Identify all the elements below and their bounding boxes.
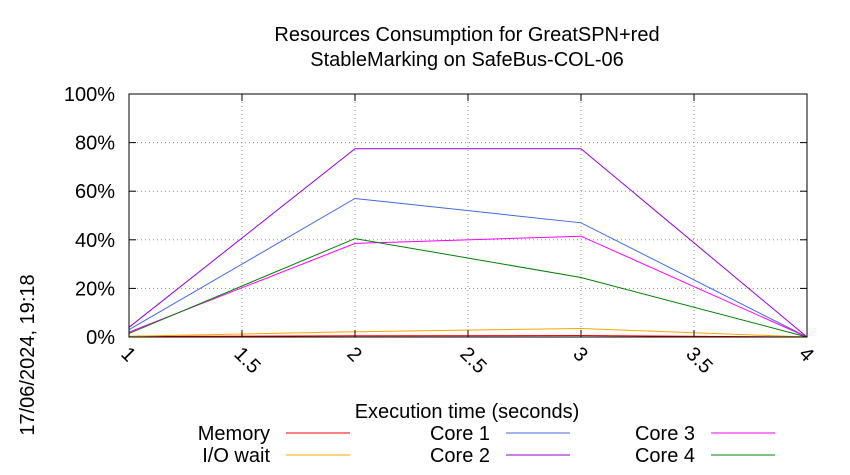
chart-title-line-2: StableMarking on SafeBus-COL-06	[310, 49, 624, 71]
legend-label-core-3: Core 3	[635, 423, 695, 445]
chart-title: Resources Consumption for GreatSPN+red S…	[274, 24, 659, 71]
y-tick-label: 0%	[86, 327, 115, 349]
x-tick-label: 3	[568, 343, 591, 366]
chart-title-line-1: Resources Consumption for GreatSPN+red	[274, 24, 659, 46]
y-axis-ticks: 0% 20% 40% 60% 80% 100%	[64, 84, 807, 349]
series-line-core-3	[128, 235, 808, 338]
legend-label-i-o-wait: I/O wait	[202, 445, 270, 467]
legend-label-core-2: Core 2	[430, 445, 490, 467]
series-line-core-4	[128, 238, 808, 338]
legend-label-core-1: Core 1	[430, 423, 490, 445]
x-tick-label: 2	[342, 343, 365, 366]
x-tick-label: 2.5	[455, 343, 490, 378]
y-tick-label: 60%	[75, 181, 115, 203]
y-tick-label: 20%	[75, 278, 115, 300]
legend-label-memory: Memory	[198, 423, 270, 445]
x-tick-label: 3.5	[681, 343, 716, 378]
x-tick-label: 1.5	[229, 343, 264, 378]
timestamp: 17/06/2024, 19:18	[17, 274, 39, 435]
y-tick-label: 100%	[64, 84, 115, 106]
x-tick-label: 4	[794, 343, 817, 366]
y-tick-label: 80%	[75, 133, 115, 155]
x-tick-label: 1	[116, 343, 139, 366]
y-tick-label: 40%	[75, 230, 115, 252]
x-axis-label: Execution time (seconds)	[355, 401, 580, 423]
series-line-core-1	[128, 197, 808, 338]
gridlines	[129, 94, 807, 337]
series-line-core-2	[128, 148, 808, 338]
legend-label-core-4: Core 4	[635, 445, 695, 467]
